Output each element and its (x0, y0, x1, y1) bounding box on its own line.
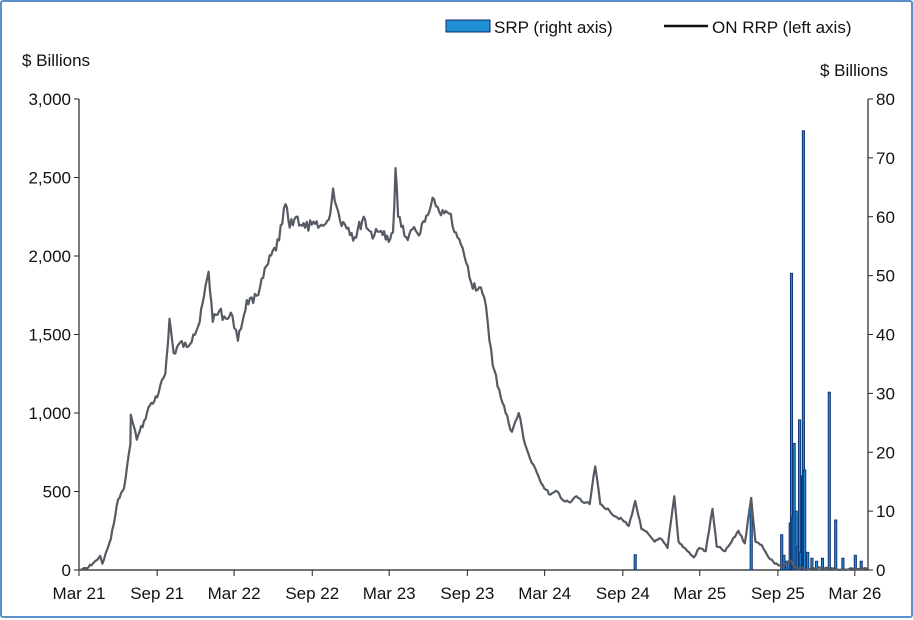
srp-bar (853, 554, 857, 571)
left-tick-label: 500 (43, 483, 71, 502)
left-tick-label: 2,000 (28, 247, 71, 266)
x-tick-label: Mar 25 (673, 584, 726, 603)
right-tick-label: 0 (876, 561, 885, 580)
srp-bars (633, 130, 863, 571)
right-tick-label: 70 (876, 149, 895, 168)
right-axis: 0 10 20 30 40 50 60 70 80 (867, 90, 895, 580)
legend-swatch-srp (445, 19, 491, 33)
srp-bar (794, 510, 798, 571)
x-tick-label: Sep 21 (130, 584, 184, 603)
srp-bar (834, 519, 838, 571)
left-tick-label: 1,000 (28, 404, 71, 423)
left-tick-label: 3,000 (28, 90, 71, 109)
srp-bar (820, 557, 825, 571)
left-axis: 0 500 1,000 1,500 2,000 2,500 3,000 (28, 90, 80, 580)
right-tick-label: 10 (876, 502, 895, 521)
srp-bar (780, 534, 784, 571)
onrrp-line (78, 167, 869, 572)
srp-bar (806, 551, 810, 571)
srp-bar (798, 419, 802, 571)
right-tick-label: 30 (876, 384, 895, 403)
legend: SRP (right axis) ON RRP (left axis) (445, 18, 852, 37)
right-tick-label: 50 (876, 267, 895, 286)
srp-bar (633, 554, 637, 571)
srp-bar (792, 442, 796, 571)
legend-label-srp: SRP (right axis) (494, 18, 613, 37)
right-tick-label: 40 (876, 326, 895, 345)
x-tick-label: Sep 22 (285, 584, 339, 603)
right-tick-label: 60 (876, 208, 895, 227)
onrrp-line-group (78, 167, 869, 572)
srp-bar (803, 469, 807, 571)
x-tick-label: Sep 23 (440, 584, 494, 603)
left-axis-title: $ Billions (22, 51, 90, 70)
x-tick-label: Mar 26 (828, 584, 881, 603)
srp-bar (782, 554, 786, 571)
x-tick-label: Sep 25 (751, 584, 805, 603)
right-tick-label: 20 (876, 443, 895, 462)
srp-bar (827, 391, 831, 571)
right-tick-label: 80 (876, 90, 895, 109)
left-tick-label: 0 (62, 561, 71, 580)
x-tick-label: Mar 23 (363, 584, 416, 603)
x-tick-label: Mar 24 (518, 584, 571, 603)
right-axis-title: $ Billions (820, 61, 888, 80)
legend-label-onrrp: ON RRP (left axis) (712, 18, 852, 37)
left-tick-label: 1,500 (28, 326, 71, 345)
x-axis: Mar 21 Sep 21 Mar 22 Sep 22 Mar 23 Sep 23 Mar … (53, 569, 881, 603)
x-tick-label: Sep 24 (596, 584, 650, 603)
left-tick-label: 2,500 (28, 169, 71, 188)
x-tick-label: Mar 21 (53, 584, 106, 603)
srp-bar (810, 557, 814, 571)
x-tick-label: Mar 22 (208, 584, 261, 603)
